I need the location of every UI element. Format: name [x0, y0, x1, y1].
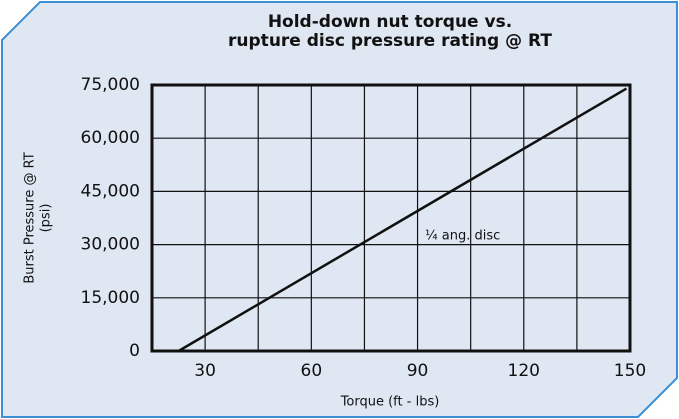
- y-tick-label: 45,000: [81, 181, 140, 201]
- chart-title: rupture disc pressure rating @ RT: [228, 31, 552, 51]
- y-tick-label: 60,000: [81, 128, 140, 148]
- x-tick-label: 120: [508, 361, 540, 381]
- y-tick-label: 15,000: [81, 288, 140, 308]
- x-axis-label: Torque (ft - lbs): [340, 395, 440, 410]
- x-tick-label: 150: [614, 361, 646, 381]
- y-tick-label: 75,000: [81, 75, 140, 95]
- chart-title: Hold-down nut torque vs.: [268, 12, 512, 32]
- plot-frame: [150, 83, 632, 353]
- y-tick-label: 0: [129, 341, 140, 361]
- y-axis-label: (psi): [39, 204, 54, 233]
- x-tick-label: 90: [407, 361, 429, 381]
- x-tick-label: 30: [194, 361, 216, 381]
- data-line: [177, 87, 628, 353]
- y-axis-label: Burst Pressure @ RT: [23, 152, 38, 283]
- annotation: ¼ ang. disc: [425, 229, 500, 244]
- y-tick-label: 30,000: [81, 235, 140, 255]
- x-tick-label: 60: [301, 361, 323, 381]
